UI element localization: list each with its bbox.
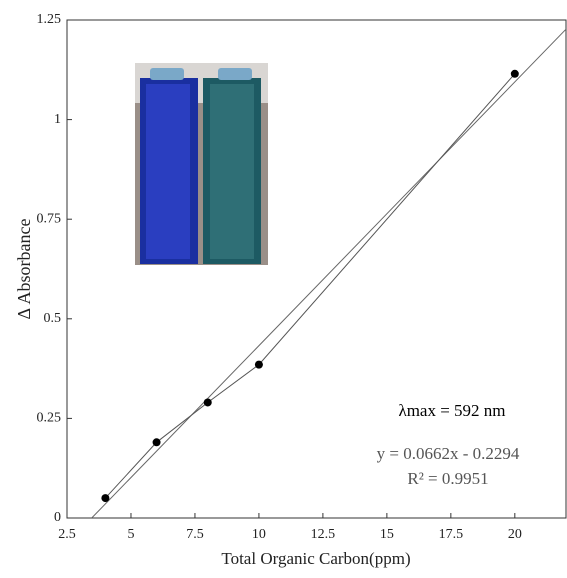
photo-inset: [135, 63, 268, 265]
data-point: [203, 398, 212, 407]
y-tick-label: 1: [54, 112, 61, 127]
x-tick-label: 12.5: [311, 527, 336, 542]
y-tick-label: 0: [54, 510, 61, 525]
trendline: [91, 28, 566, 518]
data-point: [254, 360, 263, 369]
data-point: [510, 69, 519, 78]
y-axis-label: Δ Absorbance: [14, 218, 34, 319]
x-tick-label: 2.5: [58, 527, 76, 542]
plot-area: [91, 28, 566, 518]
plot-frame: [66, 19, 567, 519]
annotation: λmax = 592 nm: [398, 401, 505, 420]
trendline-equation: y = 0.0662x - 0.2294: [377, 444, 520, 463]
y-tick-label: 0.25: [37, 411, 62, 426]
x-tick-label: 20: [508, 527, 522, 542]
x-tick-label: 17.5: [439, 527, 464, 542]
x-tick-label: 7.5: [186, 527, 204, 542]
x-tick-label: 10: [252, 527, 266, 542]
x-axis-label: Total Organic Carbon(ppm): [221, 549, 410, 568]
data-point: [101, 494, 110, 503]
r-squared: R² = 0.9951: [407, 469, 488, 488]
x-tick-label: 15: [380, 527, 394, 542]
data-point: [152, 438, 161, 447]
x-tick-label: 5: [127, 527, 134, 542]
y-tick-label: 0.5: [44, 311, 62, 326]
y-tick-label: 1.25: [37, 12, 62, 27]
y-tick-label: 0.75: [37, 211, 62, 226]
